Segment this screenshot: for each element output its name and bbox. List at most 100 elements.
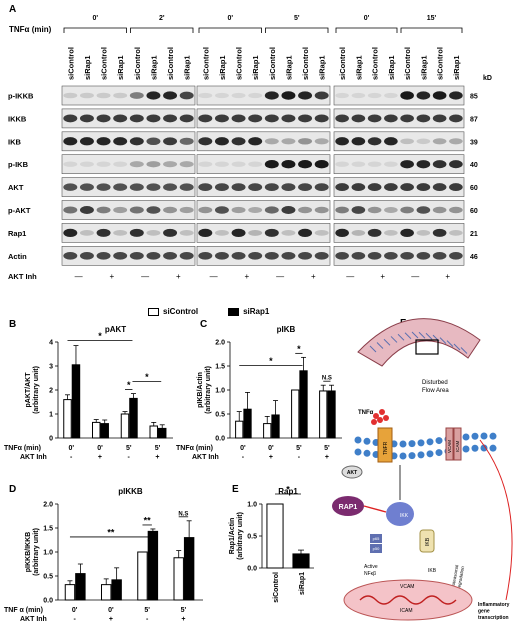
blot-band [432,91,447,100]
y-tick-label: 1.0 [247,502,257,509]
ikk-node [386,502,414,526]
blot-band [248,92,263,99]
blot-band [449,91,463,100]
blot-band [179,161,194,168]
y-axis-label: pIKB/Actin [197,372,204,408]
blot-band [298,228,313,238]
y-axis-label: (arbitrary unit) [33,366,40,414]
blot-band [264,138,279,145]
blot-band [248,183,263,191]
y-axis-label: (arbitrary unit) [237,512,244,560]
blot-strip [61,131,196,152]
akt-inh-sign: — [276,272,284,281]
icam-top [453,427,462,461]
blot-row-label: p-IKKB [8,92,34,101]
blot-strip [196,154,331,174]
blot-band [416,251,431,260]
blot-band [351,183,366,192]
blot-band [79,161,94,167]
akt-value: + [181,616,185,623]
blot-kd-value: 60 [470,185,478,192]
blot-band [351,206,366,214]
blot-strip [61,223,196,243]
blot-band [146,91,161,100]
blot-band [351,137,366,146]
membrane-head [408,452,416,460]
blot-band [63,137,78,146]
blot-band [129,251,144,260]
blot-strip [333,154,465,174]
akt-value: - [128,454,131,461]
lane-label: siRap1 [354,55,363,80]
akt-inh-sign: + [380,272,385,281]
blot-band [298,159,313,169]
tnfr-label: TNFR [383,441,389,455]
blot-band [281,251,296,260]
lane-label: siRap1 [387,55,396,80]
blot-band [384,230,398,236]
flow-stripe [439,337,447,344]
blot-band [384,183,398,192]
tnfa-molecule [377,417,383,423]
blot-band [432,160,447,169]
blot-band [367,114,382,123]
bracket-right [265,27,329,33]
bar-sicontrol [64,584,76,601]
blot-band [264,183,279,191]
blot-band [335,183,349,192]
blot-band [63,183,78,191]
membrane-head [354,448,362,456]
sig-marker: * [127,380,131,390]
blot-band [367,92,382,99]
membrane-head [435,437,443,445]
vcam-top [445,427,454,461]
blot-band [384,161,398,167]
ikb-free-label: IKB [428,568,437,574]
proteasomal-label: Proteasomal [450,564,459,590]
bar-sirap1 [75,573,86,601]
blot-band [384,114,398,123]
blot-band [281,206,296,214]
blot-band [231,228,246,238]
blot-row-label: p-IKB [8,160,29,169]
blot-band [129,114,144,123]
blot-band [367,137,382,146]
blot-kd-value: 40 [470,162,478,169]
blot-kd-value: 39 [470,139,478,146]
inflammatory-label: transcription [478,615,509,621]
membrane-head [489,432,497,440]
bar-sirap1 [100,423,109,439]
blot-band [129,137,144,146]
blot-band [231,114,246,123]
time-label-right: 15' [427,15,437,22]
blot-band [264,114,279,123]
panel-letter-c: C [200,319,207,330]
lane-label: siControl [301,47,310,80]
disturbed-box [415,339,439,355]
blot-band [314,206,329,214]
blot-band [113,161,128,167]
membrane-head [354,436,362,444]
blot-band [400,251,414,260]
blot-band [146,230,161,236]
blot-band [96,137,111,146]
tnf-value: 5' [181,607,187,614]
blot-band [214,183,229,191]
blot-band [298,183,313,191]
blot-strip [61,200,196,220]
tnf-row-label: TNFα (min) [176,445,213,452]
blot-band [416,206,431,214]
blot-band [367,251,382,260]
inflammatory-label: Inflammatory [478,602,510,608]
bar-sicontrol [149,425,158,439]
blot-band [281,91,296,100]
flow-stripe [390,336,398,343]
blot-band [231,92,246,99]
y-tick-label: 2.0 [215,340,225,347]
panel-letter-b: B [9,319,16,330]
blot-band [214,114,229,123]
blot-band [314,251,329,260]
akt-inh-sign: + [176,272,181,281]
blot-band [79,251,94,260]
